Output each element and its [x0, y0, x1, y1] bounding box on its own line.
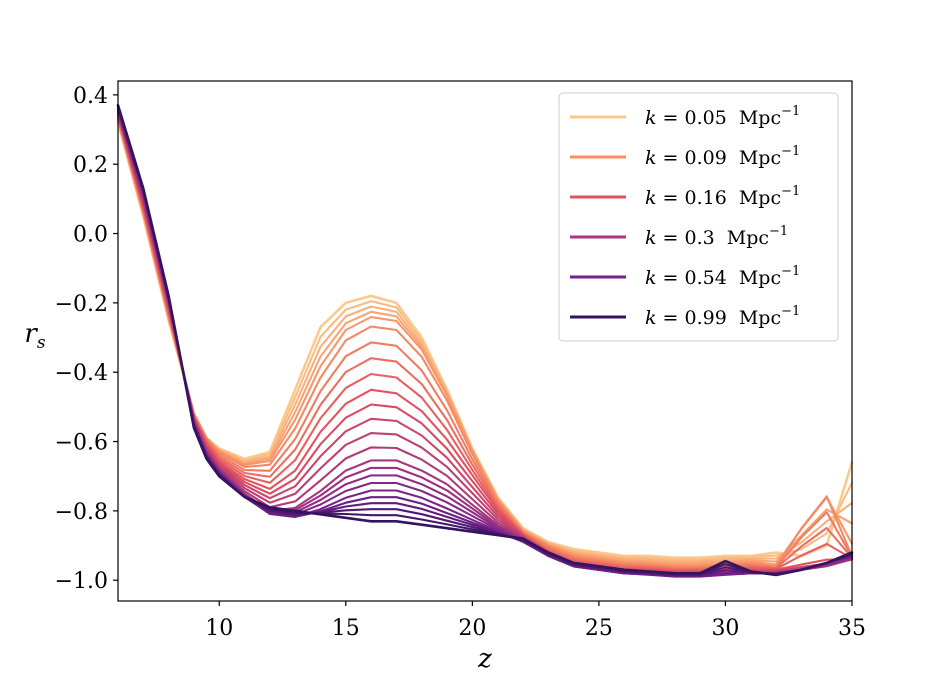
x-tick-label: 10: [205, 616, 233, 641]
legend-label: k = 0.99 Mpc−1: [645, 304, 800, 329]
legend-label: k = 0.54 Mpc−1: [645, 264, 800, 289]
plot-frame: [117, 80, 853, 602]
y-tick-label: −0.6: [55, 431, 108, 456]
y-tick-label: −0.2: [55, 292, 108, 317]
y-tick-label: 0.0: [73, 223, 108, 248]
legend-entries: k = 0.05 Mpc−1 k = 0.09 Mpc−1 k = 0.16 Mpc−1 k…: [570, 104, 800, 329]
legend-label: k = 0.05 Mpc−1: [645, 104, 800, 129]
series-layer: [116, 104, 854, 578]
legend-box: [558, 92, 839, 342]
legend-label: k = 0.3 Mpc−1: [645, 224, 788, 249]
x-tick-label: 25: [585, 616, 613, 641]
y-tick-label: −0.4: [55, 361, 108, 386]
legend-entry: k = 0.09 Mpc−1: [570, 144, 800, 169]
legend: k = 0.05 Mpc−1 k = 0.09 Mpc−1 k = 0.16 Mpc−1 k…: [558, 92, 839, 342]
series-line-9: [116, 115, 854, 572]
legend-entry: k = 0.54 Mpc−1: [570, 264, 800, 289]
x-tick-label: 35: [838, 616, 866, 641]
tick-layer: 10 15 20 25 30 35 0.4 0.2 0.0 −0.2 −0.4 −0.6 −0.8 −1.…: [55, 84, 866, 641]
series-line-24: [116, 104, 854, 577]
legend-entry: k = 0.99 Mpc−1: [570, 304, 800, 329]
x-tick-label: 30: [711, 616, 739, 641]
y-tick-label: 0.4: [73, 84, 108, 109]
legend-label: k = 0.09 Mpc−1: [645, 144, 800, 169]
legend-entry: k = 0.16 Mpc−1: [570, 184, 800, 209]
x-axis-label: z: [477, 644, 492, 674]
y-tick-label: 0.2: [73, 153, 108, 178]
y-tick-label: −0.8: [55, 500, 108, 525]
legend-label: k = 0.16 Mpc−1: [645, 184, 800, 209]
legend-entry: k = 0.3 Mpc−1: [570, 224, 788, 249]
legend-entry: k = 0.05 Mpc−1: [570, 104, 800, 129]
y-tick-label: −1.0: [55, 569, 108, 594]
x-tick-label: 15: [332, 616, 360, 641]
x-tick-label: 20: [458, 616, 486, 641]
